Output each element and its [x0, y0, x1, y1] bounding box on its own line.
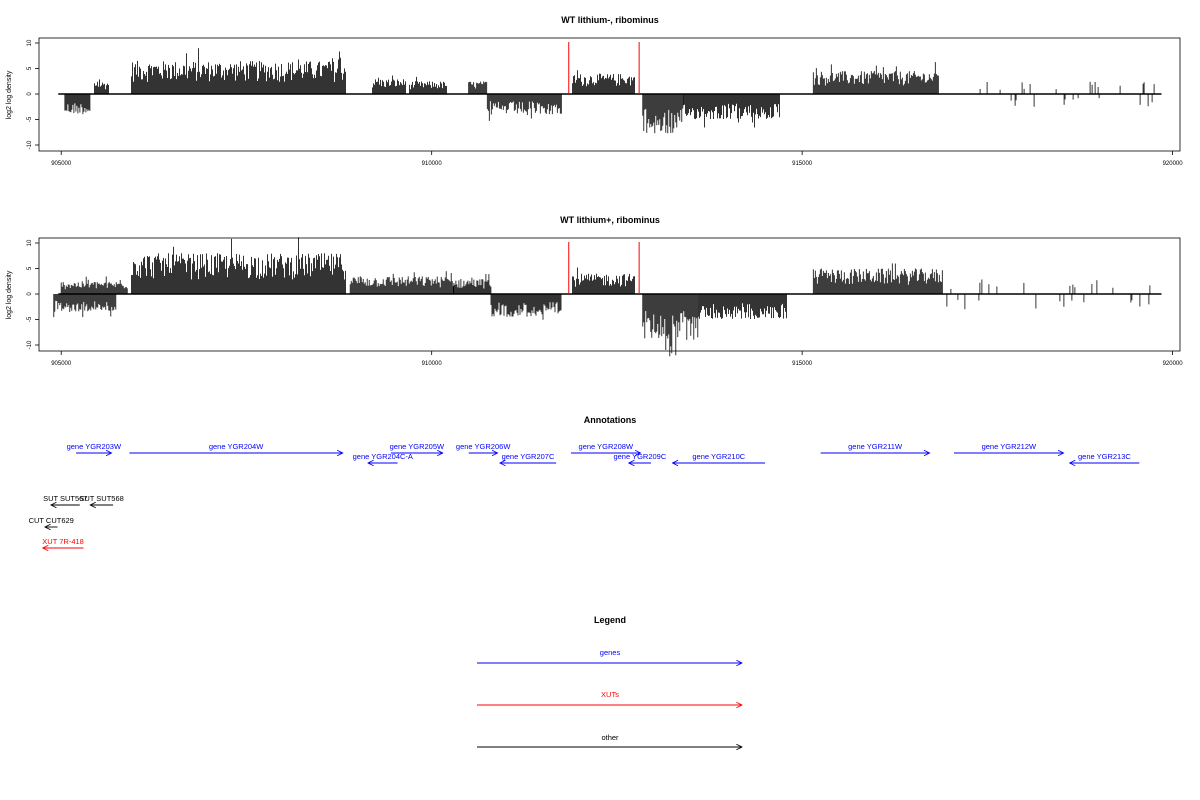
annotation-feature: SUT SUT568 — [79, 494, 124, 505]
annotation-feature: gene YGR212W — [954, 442, 1064, 453]
coverage-bars — [53, 237, 1162, 357]
y-tick-label: -5 — [27, 316, 33, 322]
annotation-feature: gene YGR209C — [613, 452, 667, 463]
annotation-feature: gene YGR211W — [820, 442, 930, 453]
x-tick-label: 905000 — [51, 361, 72, 367]
annotation-label: gene YGR205W — [390, 442, 445, 451]
y-tick-label: 10 — [27, 39, 33, 46]
y-tick-label: 0 — [27, 292, 33, 296]
x-tick-label: 920000 — [1163, 161, 1184, 167]
annotation-label: CUT CUT629 — [29, 516, 74, 525]
y-axis-label: log2 log density — [6, 270, 13, 319]
y-axis: 10 5 0 -5 -10 — [27, 239, 39, 349]
y-tick-label: 10 — [27, 239, 33, 246]
legend-label: genes — [600, 648, 621, 657]
annotation-label: gene YGR208W — [579, 442, 634, 451]
x-axis: 905000 910000 915000 920000 — [51, 351, 1183, 367]
annotation-label: gene YGR210C — [692, 452, 745, 461]
y-tick-label: 0 — [27, 92, 33, 96]
plot-frame — [38, 37, 1181, 152]
annotation-feature: gene YGR204W — [129, 442, 342, 453]
position-markers — [568, 242, 640, 294]
annotation-feature: gene YGR204C-A — [353, 452, 413, 463]
annotation-label: gene YGR212W — [982, 442, 1037, 451]
position-markers — [568, 42, 640, 94]
annotation-feature: gene YGR205W — [390, 442, 445, 453]
y-axis-label: log2 log density — [6, 70, 13, 119]
legend-item-genes: genes — [477, 648, 742, 663]
legend-item-xuts: XUTs — [477, 690, 742, 705]
annotations-title: Annotations — [584, 415, 637, 425]
y-tick-label: 5 — [27, 66, 33, 70]
x-tick-label: 910000 — [422, 361, 443, 367]
annotation-label: gene YGR207C — [502, 452, 555, 461]
annotation-feature: gene YGR208W — [570, 442, 641, 453]
annotation-feature: gene YGR213C — [1070, 452, 1140, 463]
annotation-label: gene YGR203W — [67, 442, 122, 451]
track-panel-lithium-minus: WT lithium-, ribominus log2 log density … — [6, 15, 1183, 167]
annotation-label: gene YGR213C — [1078, 452, 1131, 461]
legend-title: Legend — [594, 615, 626, 625]
annotation-label: gene YGR204C-A — [353, 452, 413, 461]
coverage-bars — [58, 48, 1162, 134]
x-tick-label: 915000 — [792, 361, 813, 367]
annotation-label: XUT 7R-418 — [42, 537, 84, 546]
y-tick-label: -10 — [27, 340, 33, 349]
x-axis: 905000 910000 915000 920000 — [51, 151, 1183, 167]
annotation-label: gene YGR206W — [456, 442, 511, 451]
annotation-feature: gene YGR207C — [500, 452, 557, 463]
annotation-label: gene YGR211W — [848, 442, 903, 451]
annotation-label: gene YGR204W — [209, 442, 264, 451]
annotation-feature: gene YGR210C — [672, 452, 766, 463]
legend-item-other: other — [477, 733, 742, 747]
y-tick-label: 5 — [27, 266, 33, 270]
panel-title: WT lithium+, ribominus — [560, 215, 660, 225]
legend-label: XUTs — [601, 690, 619, 699]
plot-frame — [38, 237, 1181, 352]
legend: Legend genes XUTs other — [477, 615, 742, 747]
annotation-feature: SUT SUT567 — [43, 494, 88, 505]
annotation-label: gene YGR209C — [613, 452, 666, 461]
annotation-label: SUT SUT568 — [79, 494, 123, 503]
annotation-feature: gene YGR206W — [456, 442, 511, 453]
y-axis: 10 5 0 -5 -10 — [27, 39, 39, 149]
annotation-feature: gene YGR203W — [67, 442, 122, 453]
annotation-feature: CUT CUT629 — [29, 516, 74, 527]
annotation-list: gene YGR203W gene YGR204W gene YGR205Wgene… — [29, 442, 1140, 548]
annotation-label: SUT SUT567 — [43, 494, 87, 503]
y-tick-label: -5 — [27, 116, 33, 122]
x-tick-label: 910000 — [422, 161, 443, 167]
track-panel-lithium-plus: WT lithium+, ribominus log2 log density … — [6, 215, 1183, 367]
x-tick-label: 920000 — [1163, 361, 1184, 367]
annotations-panel: Annotations gene YGR203W gene YGR204W gene… — [29, 415, 1140, 548]
annotation-feature: XUT 7R-418 — [42, 537, 84, 548]
x-tick-label: 915000 — [792, 161, 813, 167]
y-tick-label: -10 — [27, 140, 33, 149]
legend-label: other — [601, 733, 619, 742]
x-tick-label: 905000 — [51, 161, 72, 167]
panel-title: WT lithium-, ribominus — [561, 15, 659, 25]
